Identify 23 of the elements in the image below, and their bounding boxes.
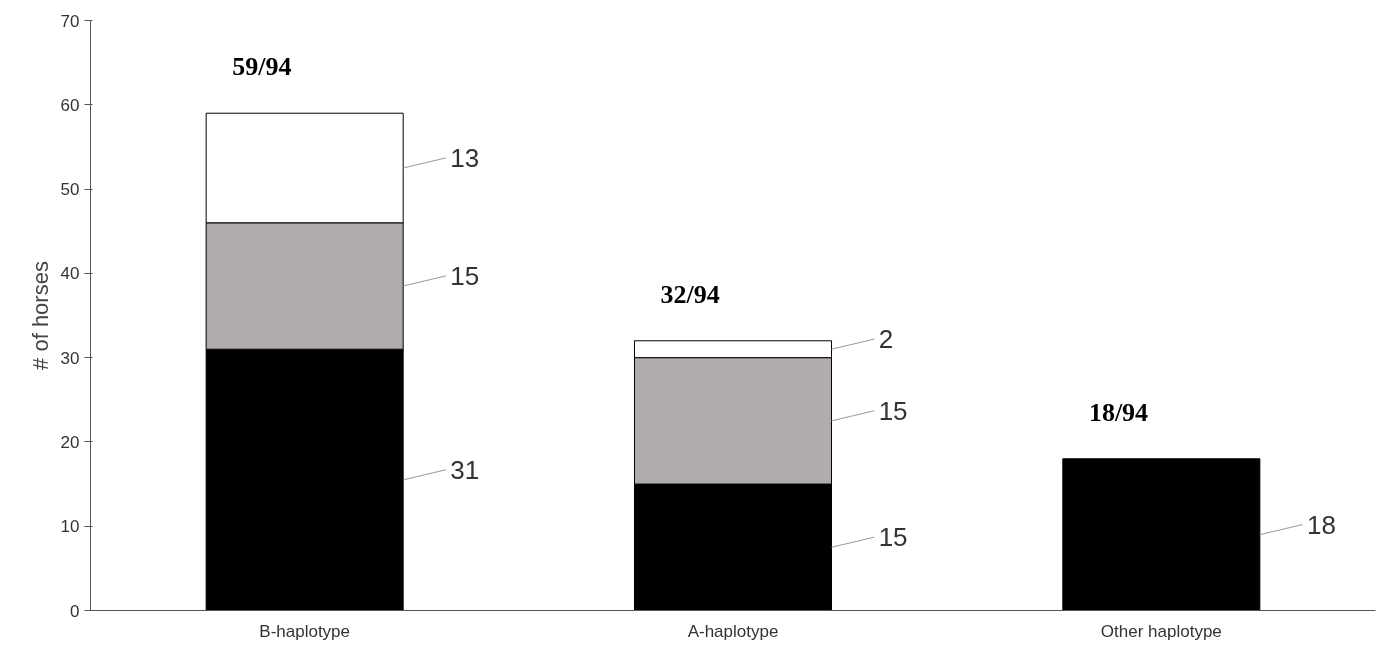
- data-label: 15: [878, 522, 908, 553]
- y-tick-label: 10: [60, 517, 80, 537]
- y-tick-label: 50: [60, 180, 80, 200]
- bar: [1062, 458, 1261, 611]
- y-tick-label: 20: [60, 432, 80, 452]
- data-label: 18: [1306, 509, 1336, 540]
- data-label: 31: [450, 454, 480, 485]
- y-tick-label: 70: [60, 11, 80, 31]
- x-tick-label: Other haplotype: [1100, 621, 1222, 641]
- y-tick-label: 40: [60, 264, 80, 284]
- y-tick-label: 30: [60, 348, 80, 368]
- total-label: 18/94: [1088, 397, 1149, 427]
- x-tick-label: A-haplotype: [687, 621, 779, 641]
- x-tick-label: B-haplotype: [259, 621, 351, 641]
- data-label: 13: [450, 142, 480, 173]
- y-axis-title: # of horses: [27, 261, 53, 370]
- y-tick-label: 0: [70, 601, 80, 621]
- y-tick-label: 60: [60, 95, 80, 115]
- data-label: 2: [878, 324, 894, 355]
- total-label: 32/94: [660, 279, 720, 309]
- data-label: 15: [450, 260, 480, 291]
- total-label: 59/94: [232, 52, 292, 82]
- data-label: 15: [878, 395, 908, 426]
